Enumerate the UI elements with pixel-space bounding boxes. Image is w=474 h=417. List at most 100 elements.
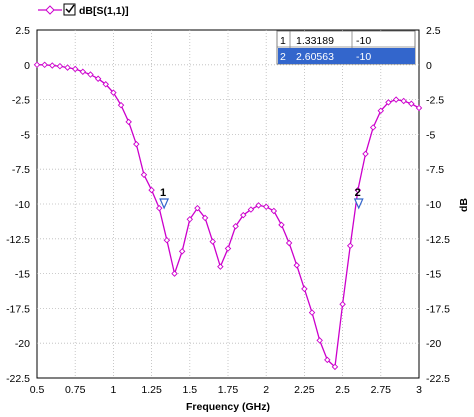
data-point (217, 263, 224, 270)
data-point (278, 221, 285, 229)
data-point (331, 363, 339, 371)
data-point (301, 285, 308, 293)
data-point (316, 337, 323, 344)
data-point (102, 81, 109, 88)
y-tick-label-left: 0 (24, 60, 30, 72)
y-tick-label-right: -10 (426, 199, 441, 211)
y-tick-label-left: -22.5 (6, 373, 30, 385)
data-point (133, 140, 140, 148)
x-tick-label: 0.5 (30, 384, 45, 396)
data-point (110, 89, 117, 96)
y-tick-label-left: -12.5 (6, 234, 30, 246)
data-point (415, 104, 423, 112)
x-tick-label: 2.75 (371, 384, 392, 396)
grid-lines (37, 30, 419, 378)
y-tick-label-right: -15 (426, 269, 441, 281)
data-point (285, 239, 293, 247)
data-point (194, 204, 201, 212)
y-tick-label-left: 2.5 (15, 25, 30, 37)
y-tick-label-right: -7.5 (426, 164, 444, 176)
data-point (79, 68, 87, 75)
marker-row-2-y[interactable]: -10 (356, 51, 371, 63)
legend-checkbox[interactable] (63, 3, 76, 16)
data-point (41, 61, 48, 69)
y-tick-label-right: -2.5 (426, 95, 444, 107)
data-point (324, 356, 331, 364)
marker-row-2-id[interactable]: 2 (280, 51, 286, 63)
data-point (408, 100, 415, 108)
data-point (64, 64, 71, 71)
data-point (392, 96, 400, 103)
x-tick-label: 0.75 (65, 384, 86, 396)
x-axis-title: Frequency (GHz) (186, 401, 270, 413)
data-point (186, 216, 194, 223)
data-point (201, 214, 209, 222)
data-point (385, 99, 392, 106)
data-point (140, 171, 148, 179)
data-point (117, 101, 125, 109)
y-tick-label-right: -5 (426, 129, 435, 141)
y-tick-label-left: -20 (15, 338, 30, 350)
data-point (33, 61, 41, 69)
y-tick-label-left: -7.5 (12, 164, 30, 176)
marker-row-1-y[interactable]: -10 (356, 35, 371, 47)
data-point (148, 186, 155, 194)
marker-row-1-x[interactable]: 1.33189 (296, 35, 334, 47)
marker-triangle-icon[interactable] (353, 198, 364, 210)
data-point (156, 204, 163, 212)
data-point (362, 150, 369, 158)
data-point (125, 118, 132, 126)
data-point (163, 236, 171, 244)
y-tick-labels-left: 2.5 0 -2.5 -5 -7.5 -10 -12.5 -15 -17.5 -20 -22.5 (6, 25, 30, 385)
y-axis-title-right: dB (458, 198, 470, 212)
data-point (178, 248, 186, 255)
x-tick-label: 2.5 (335, 384, 350, 396)
x-tick-label: 1 (110, 384, 116, 396)
y-tick-label-right: -20 (426, 338, 441, 350)
data-point (400, 97, 407, 105)
marker-label: 2 (355, 187, 361, 199)
marker-label: 1 (160, 187, 166, 199)
data-point (347, 242, 354, 249)
marker-table[interactable]: 1 1.33189 -10 2 2.60563 -10 (276, 30, 416, 65)
y-tick-label-right: -22.5 (426, 373, 450, 385)
data-point (56, 62, 64, 70)
y-tick-label-left: -5 (21, 129, 30, 141)
legend[interactable]: dB[S(1,1)] (38, 3, 129, 17)
marker-triangle-icon[interactable] (159, 198, 170, 210)
data-point (293, 262, 300, 269)
data-point (94, 75, 102, 82)
data-point (339, 300, 346, 308)
marker-row-1-id[interactable]: 1 (280, 35, 286, 47)
x-tick-labels: 0.5 0.75 1 1.25 1.5 1.75 2 2.25 2.5 2.75 3 (30, 384, 422, 396)
data-point (354, 186, 362, 194)
x-tick-label: 3 (416, 384, 422, 396)
x-tick-label: 2.25 (294, 384, 315, 396)
y-tick-label-right: -17.5 (426, 303, 450, 315)
data-point (369, 124, 377, 131)
data-point (240, 211, 247, 219)
legend-label: dB[S(1,1)] (79, 5, 129, 17)
data-point (71, 65, 79, 73)
data-point (171, 270, 178, 277)
data-point (247, 206, 255, 213)
data-point (232, 223, 239, 230)
data-point (255, 202, 262, 209)
marker-row-2-x[interactable]: 2.60563 (296, 51, 334, 63)
check-icon (65, 4, 75, 14)
data-point (308, 309, 316, 316)
x-tick-label: 2 (263, 384, 269, 396)
x-tick-label: 1.5 (182, 384, 197, 396)
y-tick-label-left: -17.5 (6, 303, 30, 315)
legend-diamond-icon (45, 5, 55, 15)
data-point (224, 245, 232, 252)
data-point (270, 207, 278, 215)
y-tick-label-left: -2.5 (12, 95, 30, 107)
y-tick-labels-right: 2.5 0 -2.5 -5 -7.5 -10 -12.5 -15 -17.5 -20 -22.5 (426, 25, 450, 385)
y-tick-label-right: -12.5 (426, 234, 450, 246)
y-tick-label-left: -10 (15, 199, 30, 211)
y-tick-label-right: 2.5 (426, 25, 441, 37)
data-point (87, 71, 94, 78)
